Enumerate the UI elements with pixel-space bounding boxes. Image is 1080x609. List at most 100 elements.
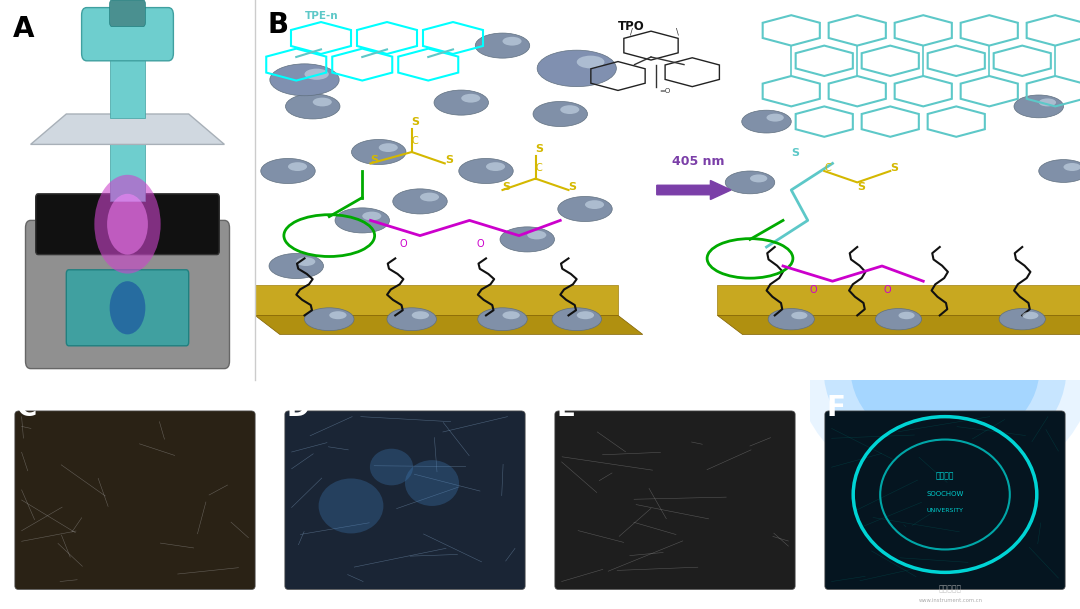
Circle shape [387, 308, 436, 331]
Circle shape [851, 289, 1039, 449]
Text: 仪器信息网: 仪器信息网 [939, 584, 962, 593]
Text: 405 nm: 405 nm [672, 155, 724, 168]
Circle shape [351, 139, 406, 164]
Circle shape [999, 309, 1045, 330]
Circle shape [527, 231, 546, 239]
Circle shape [313, 97, 332, 107]
Circle shape [534, 102, 588, 127]
Circle shape [768, 309, 814, 330]
Text: S: S [536, 144, 543, 154]
Circle shape [288, 162, 307, 171]
Circle shape [94, 175, 161, 273]
Circle shape [577, 311, 594, 319]
Text: S: S [568, 182, 577, 192]
Circle shape [1064, 163, 1080, 171]
Circle shape [305, 69, 328, 80]
Circle shape [461, 94, 481, 102]
Text: 1 cm: 1 cm [715, 597, 738, 605]
Circle shape [305, 308, 354, 331]
Circle shape [1014, 95, 1064, 118]
Circle shape [1023, 312, 1039, 319]
Text: /: / [631, 27, 633, 36]
Circle shape [742, 110, 792, 133]
Text: SOOCHOW: SOOCHOW [927, 491, 963, 498]
Circle shape [767, 114, 784, 122]
Text: www.instrument.com.cn: www.instrument.com.cn [918, 598, 983, 604]
Circle shape [475, 33, 529, 58]
FancyBboxPatch shape [26, 220, 229, 368]
Circle shape [585, 200, 604, 209]
Text: =O: =O [659, 88, 671, 94]
FancyBboxPatch shape [717, 285, 1080, 315]
Circle shape [477, 308, 527, 331]
Text: \: \ [676, 27, 678, 36]
Circle shape [379, 143, 397, 152]
Text: D: D [286, 394, 309, 422]
Circle shape [876, 309, 921, 330]
Circle shape [750, 174, 767, 183]
FancyArrow shape [657, 180, 731, 200]
Circle shape [335, 208, 390, 233]
Circle shape [329, 311, 347, 319]
Text: TPE-n: TPE-n [305, 11, 338, 21]
Text: 1 cm: 1 cm [175, 597, 198, 605]
Circle shape [792, 312, 808, 319]
Circle shape [726, 171, 774, 194]
Circle shape [1039, 99, 1056, 107]
Circle shape [797, 242, 1080, 495]
Text: S: S [370, 155, 378, 166]
Circle shape [285, 94, 340, 119]
Polygon shape [717, 315, 1080, 334]
FancyBboxPatch shape [110, 0, 146, 27]
Circle shape [537, 50, 617, 86]
FancyBboxPatch shape [110, 141, 146, 202]
Text: S: S [502, 182, 511, 192]
Text: O: O [883, 284, 891, 295]
Circle shape [319, 479, 383, 533]
FancyBboxPatch shape [825, 411, 1065, 590]
Circle shape [260, 158, 315, 183]
Text: S: S [890, 163, 899, 173]
FancyBboxPatch shape [15, 411, 255, 590]
Circle shape [107, 194, 148, 255]
FancyBboxPatch shape [555, 411, 795, 590]
Text: O: O [476, 239, 484, 249]
Circle shape [405, 460, 459, 506]
Text: B: B [268, 12, 288, 40]
Circle shape [434, 90, 488, 115]
Polygon shape [30, 114, 225, 144]
Circle shape [459, 158, 513, 183]
Circle shape [500, 227, 554, 252]
Circle shape [557, 197, 612, 222]
FancyBboxPatch shape [110, 49, 146, 118]
Text: C: C [536, 163, 542, 173]
Circle shape [369, 449, 414, 485]
Circle shape [420, 192, 440, 202]
Text: UNIVERSITY: UNIVERSITY [927, 508, 963, 513]
Circle shape [502, 311, 519, 319]
Circle shape [486, 162, 505, 171]
Circle shape [110, 281, 146, 334]
Circle shape [393, 189, 447, 214]
Text: F: F [826, 394, 845, 422]
Text: C: C [824, 163, 831, 173]
FancyBboxPatch shape [36, 194, 219, 255]
Text: C: C [411, 136, 419, 146]
Circle shape [552, 308, 602, 331]
Text: S: S [858, 182, 865, 192]
FancyBboxPatch shape [285, 411, 525, 590]
Text: 1 cm: 1 cm [985, 597, 1008, 605]
Text: O: O [809, 284, 818, 295]
Text: 苏州大学: 苏州大学 [935, 472, 955, 481]
Text: O: O [400, 239, 407, 249]
Circle shape [411, 311, 429, 319]
Circle shape [1039, 160, 1080, 183]
Circle shape [269, 253, 324, 278]
Text: A: A [13, 15, 35, 43]
Circle shape [362, 211, 381, 220]
Text: TPO: TPO [618, 20, 645, 33]
Text: 1 cm: 1 cm [445, 597, 468, 605]
Text: S: S [445, 155, 453, 166]
Circle shape [270, 64, 339, 96]
Circle shape [502, 37, 522, 46]
